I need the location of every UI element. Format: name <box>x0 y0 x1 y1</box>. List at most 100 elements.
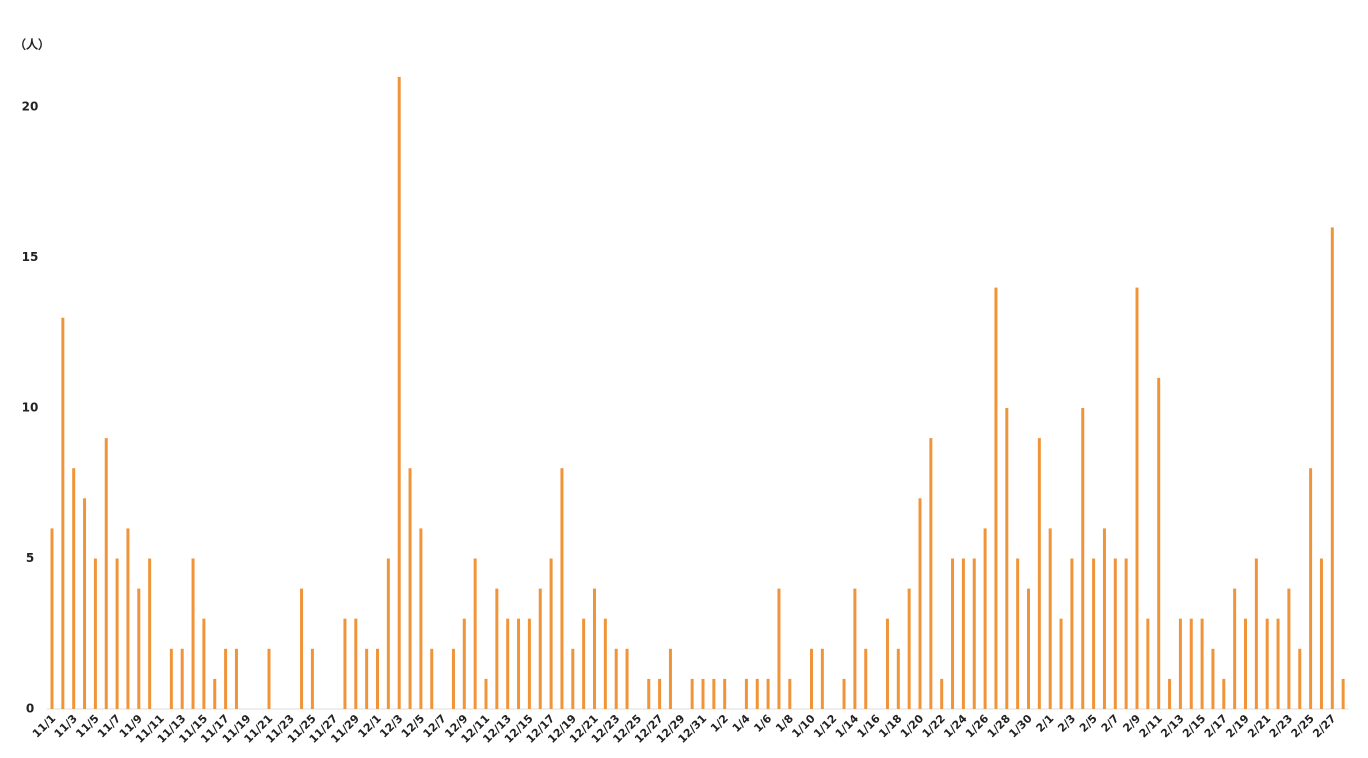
x-tick-label: 1/28 <box>985 712 1013 740</box>
bar <box>951 558 955 709</box>
x-tick-label: 1/18 <box>876 712 904 740</box>
x-tick-label: 2/7 <box>1099 712 1122 735</box>
bar <box>1319 558 1323 709</box>
bar <box>495 588 499 709</box>
bar <box>365 648 369 709</box>
x-tick-label: 1/4 <box>730 712 753 735</box>
bar <box>148 558 152 709</box>
bar <box>1048 528 1052 709</box>
bar <box>755 678 759 709</box>
bar <box>929 438 933 709</box>
bar <box>1265 618 1269 709</box>
bar <box>83 498 87 709</box>
bar <box>853 588 857 709</box>
bar <box>1016 558 1020 709</box>
bar <box>658 678 662 709</box>
bar <box>593 588 596 709</box>
x-tick-label: 12/5 <box>399 712 427 740</box>
x-tick-label: 1/22 <box>920 712 948 740</box>
bar <box>484 678 488 709</box>
bar <box>376 648 379 709</box>
bar <box>994 287 998 709</box>
y-tick-label: 15 <box>22 250 39 264</box>
bar <box>104 438 108 709</box>
bar <box>1092 558 1096 709</box>
bar <box>430 648 434 709</box>
bar <box>1298 648 1302 709</box>
bar <box>1005 408 1009 709</box>
bar <box>354 618 358 709</box>
x-tick-label: 2/21 <box>1245 712 1273 740</box>
bar <box>126 528 130 709</box>
bar <box>788 678 792 709</box>
bar <box>1254 558 1258 709</box>
bar <box>1037 438 1041 709</box>
bar <box>896 648 900 709</box>
bar <box>766 678 770 709</box>
bar <box>386 558 390 709</box>
bar <box>983 528 987 709</box>
x-tick-label: 2/15 <box>1180 712 1208 740</box>
bar <box>918 498 922 709</box>
bar <box>777 588 781 709</box>
bar <box>1124 558 1128 709</box>
bar <box>180 648 184 709</box>
x-tick-label: 2/17 <box>1202 712 1230 740</box>
bar <box>1309 468 1313 709</box>
bar <box>690 678 694 709</box>
x-tick-label: 2/5 <box>1077 712 1100 735</box>
bar <box>1135 287 1139 709</box>
bar <box>1146 618 1150 709</box>
bar <box>506 618 510 709</box>
y-tick-label: 20 <box>22 100 39 114</box>
x-tick-label: 1/12 <box>811 712 839 740</box>
bar <box>1081 408 1085 709</box>
bar <box>712 678 716 709</box>
bar <box>1102 528 1106 709</box>
y-tick-label: 0 <box>26 702 34 716</box>
bar <box>1113 558 1117 709</box>
x-tick-label: 12/7 <box>421 712 449 740</box>
bar <box>310 648 314 709</box>
bar <box>560 468 564 709</box>
x-tick-label: 1/16 <box>855 712 884 741</box>
x-tick-label: 2/19 <box>1223 712 1251 740</box>
bar <box>397 76 401 709</box>
bar <box>820 648 824 709</box>
bar <box>451 648 455 709</box>
bar <box>1276 618 1280 709</box>
x-tick-label: 11/5 <box>73 712 101 740</box>
bar <box>72 468 76 709</box>
x-tick-label: 1/14 <box>833 712 862 741</box>
bar <box>1244 618 1247 709</box>
bar <box>462 618 466 709</box>
bar <box>810 648 813 709</box>
bar <box>93 558 97 709</box>
bar <box>1059 618 1063 709</box>
bar <box>191 558 195 709</box>
x-tick-label: 11/3 <box>52 712 80 740</box>
bar <box>224 648 228 709</box>
x-tick-label: 2/27 <box>1310 712 1338 740</box>
bar <box>1157 377 1161 709</box>
bar <box>907 588 911 709</box>
bar <box>864 648 868 709</box>
bar <box>50 528 54 709</box>
bar <box>408 468 412 709</box>
bar <box>419 528 423 709</box>
bar <box>582 618 586 709</box>
bar <box>1027 588 1030 709</box>
x-tick-label: 2/25 <box>1289 712 1317 740</box>
bar <box>1330 227 1334 709</box>
bar <box>940 678 944 709</box>
y-tick-label: 5 <box>26 551 34 565</box>
x-tick-label: 2/11 <box>1137 712 1165 740</box>
x-tick-label: 2/13 <box>1158 712 1186 740</box>
bar <box>972 558 976 709</box>
y-axis-label: （人） <box>14 37 50 52</box>
x-tick-label: 12/1 <box>355 712 383 740</box>
bar <box>1070 558 1074 709</box>
bar <box>549 558 553 709</box>
bar <box>647 678 651 709</box>
